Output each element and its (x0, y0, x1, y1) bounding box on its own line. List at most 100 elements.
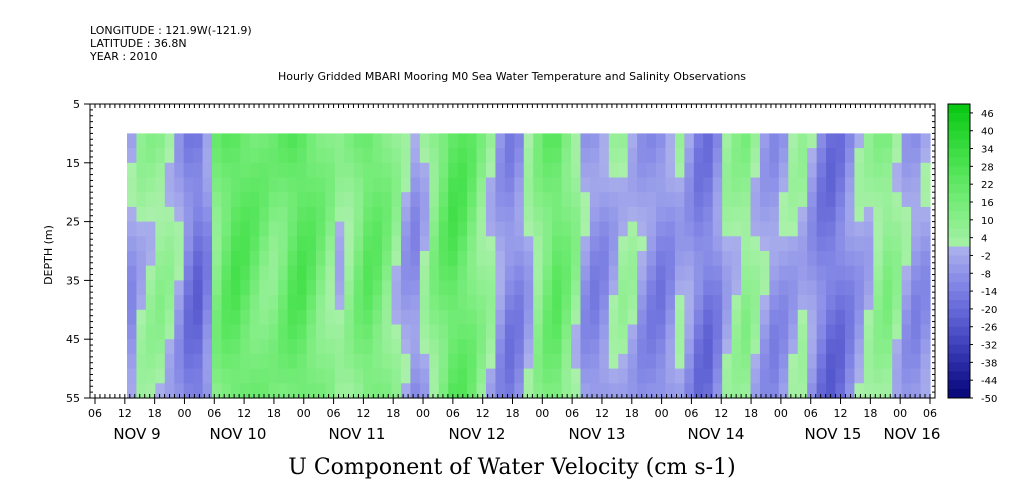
x-hour-label: 06 (565, 407, 579, 420)
heatmap-cell (145, 148, 156, 164)
heatmap-cell (457, 251, 468, 267)
heatmap-cell (230, 368, 241, 384)
heatmap-cell (438, 236, 449, 252)
heatmap-cell (334, 221, 345, 237)
colorbar-swatch (948, 175, 970, 185)
heatmap-cell (580, 148, 591, 164)
heatmap-cell (571, 339, 582, 355)
heatmap-cell (212, 324, 223, 340)
heatmap-cell (353, 133, 364, 149)
heatmap-cell (476, 295, 487, 311)
heatmap-cell (429, 295, 440, 311)
heatmap-cell (873, 251, 884, 267)
heatmap-cell (882, 236, 893, 252)
heatmap-cell (259, 236, 270, 252)
heatmap-cell (722, 221, 733, 237)
heatmap-cell (656, 368, 667, 384)
heatmap-cell (448, 324, 459, 340)
heatmap-cell (722, 295, 733, 311)
heatmap-cell (920, 221, 931, 237)
heatmap-cell (731, 206, 742, 223)
heatmap-cell (571, 309, 582, 326)
heatmap-cell (382, 148, 393, 164)
heatmap-cell (882, 280, 893, 296)
heatmap-cell (646, 280, 657, 296)
heatmap-cell (788, 368, 799, 384)
heatmap-cell (920, 383, 931, 399)
heatmap-cell (873, 221, 884, 237)
heatmap-cell (911, 368, 922, 384)
heatmap-cell (797, 353, 808, 370)
heatmap-cell (448, 309, 459, 326)
heatmap-cell (911, 162, 922, 179)
heatmap-cell (353, 368, 364, 384)
heatmap-cell (920, 295, 931, 311)
heatmap-cell (495, 353, 506, 370)
heatmap-cell (807, 265, 818, 281)
heatmap-cell (504, 280, 515, 296)
heatmap-cell (476, 383, 487, 399)
heatmap-cell (674, 353, 685, 370)
heatmap-cell (571, 383, 582, 399)
heatmap-cell (183, 206, 194, 223)
heatmap-cell (892, 309, 903, 326)
x-hour-label: 12 (118, 407, 132, 420)
heatmap-cell (278, 383, 289, 399)
heatmap-cell (315, 133, 326, 149)
heatmap-cell (514, 206, 525, 223)
heatmap-cell (334, 206, 345, 223)
heatmap-cell (826, 206, 837, 223)
heatmap-cell (410, 265, 421, 281)
heatmap-cell (372, 280, 383, 296)
heatmap-cell (892, 133, 903, 149)
heatmap-cell (684, 162, 695, 179)
heatmap-cell (627, 206, 638, 223)
heatmap-cell (268, 221, 279, 237)
heatmap-cell (183, 133, 194, 149)
heatmap-cell (882, 192, 893, 208)
heatmap-cell (400, 133, 412, 149)
heatmap-cell (476, 206, 487, 223)
heatmap-cell (382, 295, 393, 311)
heatmap-cell (155, 353, 166, 370)
heatmap-cell (589, 148, 600, 164)
colorbar-frame (947, 103, 971, 399)
heatmap-cell (778, 368, 789, 384)
heatmap-cell (325, 133, 336, 149)
heatmap-cell (495, 148, 506, 164)
heatmap-cell (599, 221, 610, 237)
heatmap-cell (372, 353, 383, 370)
heatmap-cell (712, 353, 723, 370)
heatmap-cell (448, 383, 459, 399)
heatmap-cell (722, 339, 733, 355)
heatmap-cell (174, 280, 185, 296)
heatmap-cell (419, 221, 430, 237)
heatmap-cell (722, 206, 733, 223)
heatmap-cell (844, 251, 856, 267)
heatmap-cell (287, 368, 298, 384)
heatmap-cell (542, 206, 553, 223)
heatmap-cell (315, 353, 326, 370)
heatmap-cell (344, 148, 355, 164)
heatmap-cell (599, 324, 610, 340)
heatmap-cell (485, 221, 497, 237)
heatmap-cell (457, 162, 468, 179)
heatmap-cell (920, 280, 931, 296)
heatmap-cell (901, 148, 912, 164)
heatmap-cell (684, 221, 695, 237)
heatmap-cell (467, 368, 478, 384)
heatmap-cell (892, 251, 903, 267)
heatmap-cell (750, 148, 761, 164)
heatmap-cell (230, 221, 241, 237)
heatmap-cell (297, 383, 308, 399)
heatmap-cell (514, 295, 525, 311)
heatmap-cell (278, 280, 289, 296)
heatmap-cell (136, 324, 147, 340)
heatmap-cell (306, 368, 317, 384)
heatmap-cell (769, 265, 780, 281)
heatmap-cell (353, 309, 364, 326)
heatmap-cell (561, 236, 572, 252)
heatmap-cell (315, 309, 326, 326)
heatmap-cell (693, 353, 704, 370)
heatmap-cell (230, 206, 241, 223)
